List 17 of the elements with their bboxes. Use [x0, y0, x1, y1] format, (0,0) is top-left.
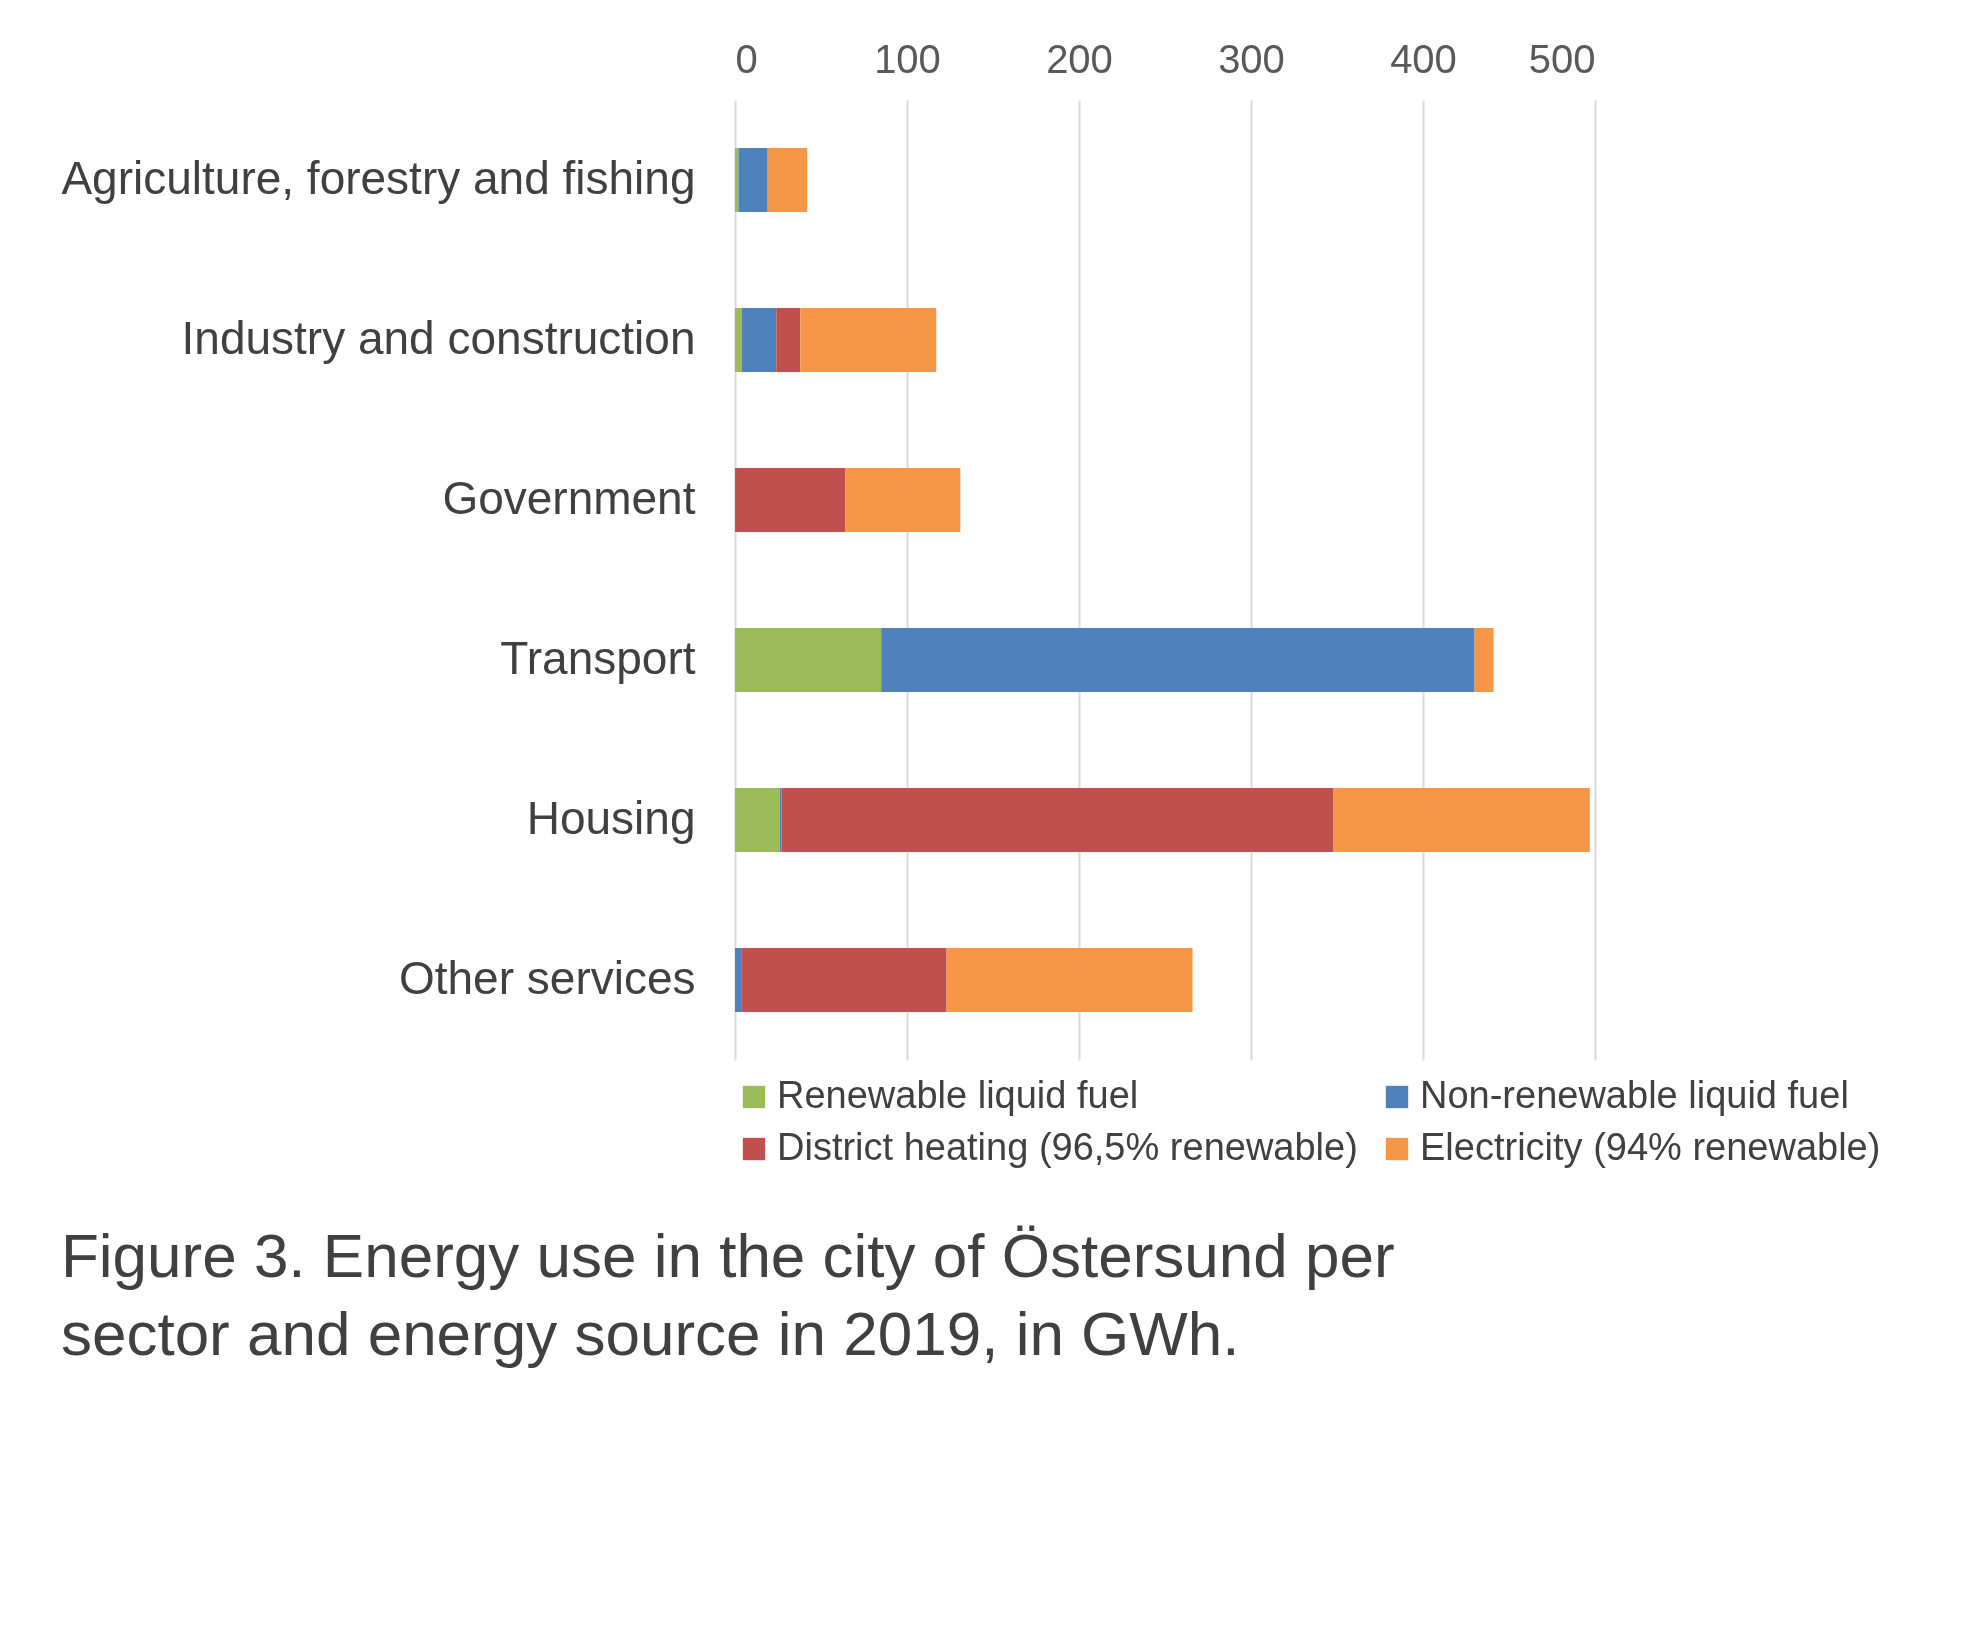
text: Figure 3. Energy use in the city of Östersund per sector and energy source in 2019, in GWh. — [60, 1221, 1395, 1368]
x-tick-label: 500 — [1528, 36, 1596, 81]
y-tick-label: Industry and construction — [181, 312, 696, 364]
y-tick-label: Other services — [398, 952, 696, 1004]
legend-label: District heating (96,5% renewable) — [777, 1126, 1358, 1168]
legend-label: Renewable liquid fuel — [777, 1074, 1139, 1116]
legend-label: Non-renewable liquid fuel — [1420, 1074, 1849, 1116]
x-tick-label: 0 — [735, 36, 758, 81]
x-tick-label: 200 — [1046, 36, 1113, 81]
x-tick-label: 400 — [1390, 36, 1457, 81]
x-tick-label: 300 — [1218, 36, 1285, 81]
y-tick-label: Transport — [500, 632, 696, 684]
legend-label: Electricity (94% renewable) — [1420, 1126, 1881, 1168]
y-tick-label: Agriculture, forestry and fishing — [61, 152, 696, 204]
y-tick-label: Housing — [526, 792, 696, 844]
x-tick-label: 100 — [874, 36, 941, 81]
y-tick-label: Government — [442, 472, 696, 524]
